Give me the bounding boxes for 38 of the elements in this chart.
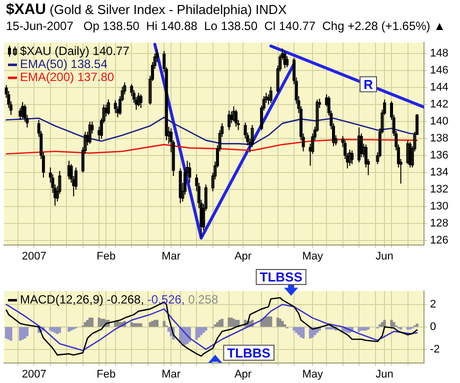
- y-tick-label: 142: [430, 98, 448, 111]
- chart-subtitle: 15-Jun-2007 Op 138.50 Hi 140.88 Lo 138.50 Cl 140.77 Chg +2.28 (+1.65%) ▲: [5, 19, 447, 33]
- y-tick-label: 0: [430, 320, 436, 333]
- y-tick-label: 132: [430, 184, 448, 196]
- y-tick-label: -2: [430, 343, 440, 356]
- annotation: R: [364, 76, 374, 92]
- annotation: TLBSS: [260, 270, 303, 285]
- x-tick-label: Jun: [376, 368, 394, 380]
- y-tick-label: 140: [430, 116, 448, 128]
- y-tick-label: 136: [430, 150, 448, 162]
- x-tick-label: May: [302, 250, 324, 262]
- series-label: -0.526,: [144, 292, 185, 306]
- legend-label: MACD(12,26,9) -0.268,: [20, 292, 144, 306]
- x-tick-label: Mar: [162, 250, 181, 262]
- y-tick-label: 138: [430, 132, 448, 145]
- y-tick-label: 130: [430, 200, 448, 213]
- x-tick-label: 2007: [22, 368, 46, 380]
- legend-label: EMA(200) 137.80: [20, 70, 114, 84]
- y-tick-label: 126: [430, 234, 448, 247]
- chart-title: $XAU (Gold & Silver Index - Philadelphia) INDX: [6, 1, 287, 18]
- x-tick-label: Jun: [376, 250, 394, 262]
- y-tick-label: 2: [430, 298, 436, 310]
- y-tick-label: 128: [430, 218, 448, 230]
- y-tick-label: 144: [430, 82, 448, 94]
- series-label: 0.258: [184, 292, 218, 306]
- x-tick-label: May: [302, 368, 324, 380]
- x-tick-label: Apr: [234, 368, 252, 380]
- x-tick-label: Apr: [234, 250, 252, 262]
- x-tick-label: Feb: [96, 368, 116, 380]
- legend-label: $XAU (Daily) 140.77: [20, 44, 130, 58]
- y-tick-label: 146: [430, 64, 448, 77]
- legend-label: EMA(50) 138.54: [20, 56, 108, 71]
- y-tick-label: 148: [430, 48, 448, 60]
- x-tick-label: Feb: [96, 250, 116, 262]
- annotation: TLBBS: [227, 345, 271, 360]
- x-tick-label: Mar: [162, 368, 181, 380]
- y-tick-label: 134: [430, 166, 448, 179]
- x-tick-label: 2007: [22, 250, 46, 262]
